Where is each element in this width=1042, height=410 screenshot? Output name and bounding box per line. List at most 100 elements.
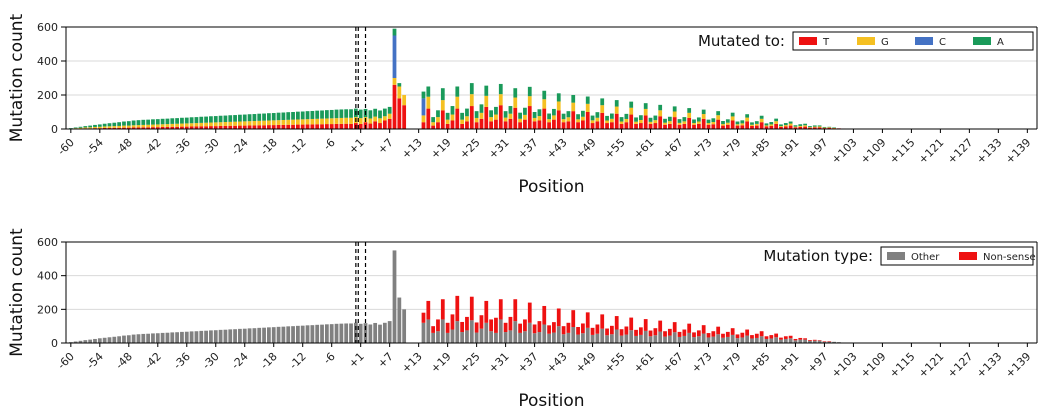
x-tick-label: +115 xyxy=(887,136,918,167)
bar-g-segment xyxy=(102,126,107,128)
bar-other-segment xyxy=(619,335,624,343)
bar-t-segment xyxy=(170,126,175,129)
bar-t-segment xyxy=(827,127,832,129)
bar-other-segment xyxy=(648,336,653,343)
bar-t-segment xyxy=(740,125,745,129)
bar-g-segment xyxy=(83,127,88,129)
bar-g-segment xyxy=(440,100,445,111)
x-tick-label: -12 xyxy=(287,136,309,158)
bar-t-segment xyxy=(677,124,682,129)
bar-t-segment xyxy=(295,124,300,129)
bar-other-segment xyxy=(320,324,324,343)
bar-g-segment xyxy=(740,123,745,126)
bar-t-segment xyxy=(262,125,266,129)
bar-g-segment xyxy=(701,114,706,119)
bar-other-segment xyxy=(151,333,155,343)
bar-a-segment xyxy=(585,96,590,104)
bar-non-sense-segment xyxy=(788,335,793,339)
bar-g-segment xyxy=(498,94,503,106)
legend-swatch-t xyxy=(799,37,817,45)
bar-a-segment xyxy=(334,109,339,119)
bar-a-segment xyxy=(571,95,576,103)
legend: Mutation type: Other Non-sense xyxy=(763,246,1036,266)
bar-non-sense-segment xyxy=(672,322,677,333)
bar-t-segment xyxy=(242,125,247,129)
bar-other-segment xyxy=(614,329,619,343)
bar-g-segment xyxy=(339,117,344,124)
bar-other-segment xyxy=(783,338,788,343)
legend-swatch-g xyxy=(857,37,875,45)
bar-non-sense-segment xyxy=(547,325,551,334)
bar-g-segment xyxy=(764,125,769,127)
bar-t-segment xyxy=(276,124,281,129)
bar-t-segment xyxy=(832,127,836,129)
bar-non-sense-segment xyxy=(624,326,629,335)
bar-other-segment xyxy=(460,332,465,343)
x-tick-label: -36 xyxy=(171,136,193,158)
bar-g-segment xyxy=(392,78,397,85)
x-tick-label: +49 xyxy=(573,136,599,162)
bar-g-segment xyxy=(107,126,112,128)
bar-other-segment xyxy=(349,323,353,343)
bar-t-segment xyxy=(643,115,648,129)
bar-non-sense-segment xyxy=(431,326,436,333)
bar-a-segment xyxy=(146,119,151,125)
bar-other-segment xyxy=(663,336,667,343)
bar-a-segment xyxy=(378,110,382,119)
bar-g-segment xyxy=(281,119,286,125)
bar-g-segment xyxy=(421,115,426,123)
bar-non-sense-segment xyxy=(614,316,619,330)
bar-a-segment xyxy=(498,83,503,95)
bar-g-segment xyxy=(730,116,735,121)
bar-t-segment xyxy=(455,108,460,129)
bar-other-segment xyxy=(677,336,682,343)
bar-t-segment xyxy=(696,123,701,129)
bar-g-segment xyxy=(812,126,817,128)
y-tick-label: 200 xyxy=(37,89,58,102)
bar-g-segment xyxy=(798,125,803,127)
bar-a-segment xyxy=(324,110,329,119)
bar-other-segment xyxy=(228,329,233,343)
bar-a-segment xyxy=(667,116,672,122)
bar-non-sense-segment xyxy=(682,329,687,336)
bar-other-segment xyxy=(653,335,658,343)
bar-t-segment xyxy=(783,126,788,129)
legend-swatch-a xyxy=(973,37,991,45)
x-tick-label: +97 xyxy=(805,136,831,162)
bar-non-sense-segment xyxy=(552,322,556,333)
bar-non-sense-segment xyxy=(479,315,484,329)
bar-other-segment xyxy=(83,340,88,343)
bar-t-segment xyxy=(310,124,315,129)
bar-t-segment xyxy=(160,126,165,129)
bar-g-segment xyxy=(474,117,479,123)
bar-non-sense-segment xyxy=(455,295,460,322)
bar-a-segment xyxy=(194,117,199,124)
bar-t-segment xyxy=(600,112,605,129)
legend: Mutated to: T G C A xyxy=(698,31,1034,51)
bar-t-segment xyxy=(440,110,445,129)
bar-g-segment xyxy=(552,115,556,120)
bar-other-segment xyxy=(310,325,315,343)
bar-g-segment xyxy=(233,121,237,126)
bar-t-segment xyxy=(581,120,585,129)
bar-t-segment xyxy=(479,118,484,129)
bar-a-segment xyxy=(392,28,397,36)
bar-other-segment xyxy=(392,250,397,343)
bar-other-segment xyxy=(764,338,769,343)
bar-a-segment xyxy=(213,116,218,123)
bar-t-segment xyxy=(136,127,141,129)
bar-other-segment xyxy=(610,334,614,343)
bar-g-segment xyxy=(223,122,228,126)
bar-t-segment xyxy=(692,124,696,129)
x-tick-label: +73 xyxy=(689,136,715,162)
bar-a-segment xyxy=(566,111,571,118)
bar-other-segment xyxy=(634,335,638,343)
bar-t-segment xyxy=(725,124,730,129)
bar-g-segment xyxy=(817,126,822,128)
bar-other-segment xyxy=(300,325,305,343)
bar-g-segment xyxy=(199,122,204,127)
bar-t-segment xyxy=(672,117,677,129)
bar-g-segment xyxy=(716,115,721,120)
bar-a-segment xyxy=(126,121,131,126)
bar-non-sense-segment xyxy=(779,337,783,340)
